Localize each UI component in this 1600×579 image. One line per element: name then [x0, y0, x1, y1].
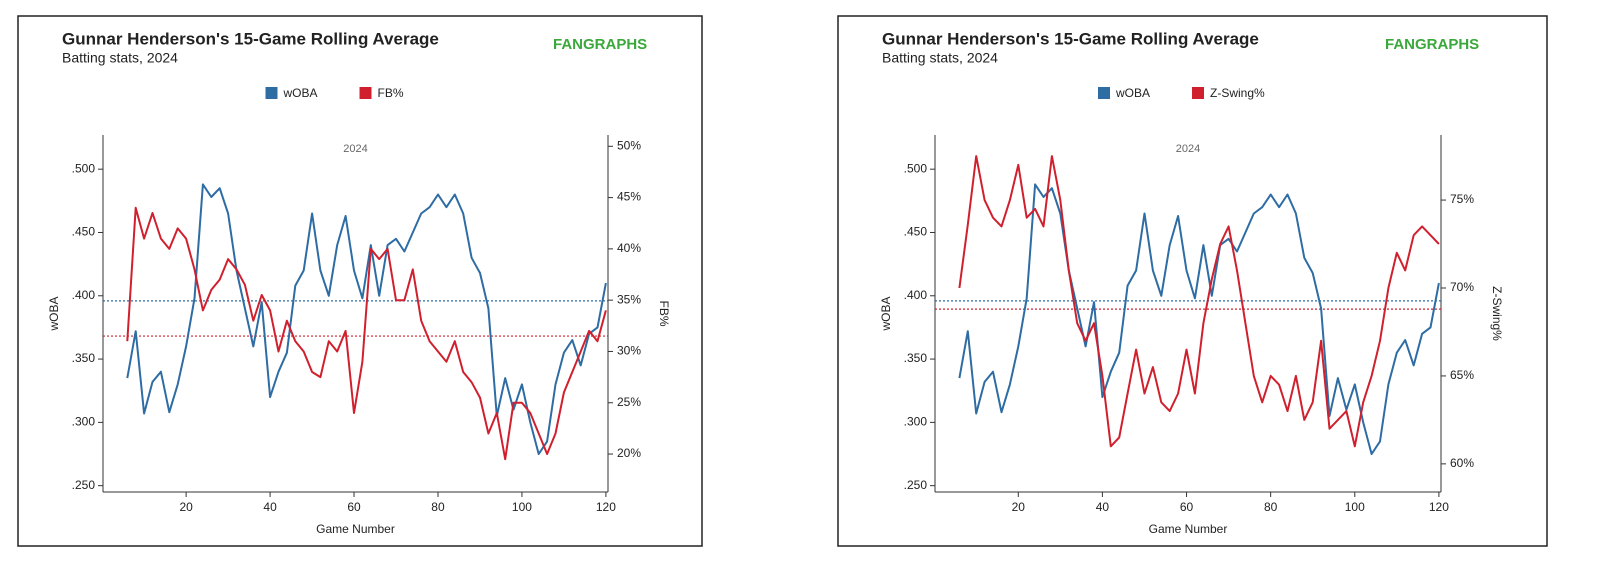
- x-axis-label: Game Number: [316, 522, 395, 536]
- y-tick-label: .500: [904, 161, 928, 175]
- y-axis-label: wOBA: [879, 296, 893, 331]
- legend-label: wOBA: [1115, 86, 1150, 100]
- chart-panel: Gunnar Henderson's 15-Game Rolling Avera…: [17, 15, 703, 547]
- series-line: [126, 183, 607, 455]
- logo: FANGRAPHS: [553, 36, 647, 53]
- y2-tick-label: 50%: [617, 138, 641, 152]
- y2-tick-label: 40%: [617, 241, 641, 255]
- x-tick-label: 60: [1180, 500, 1194, 514]
- y-tick-label: .350: [904, 351, 928, 365]
- y2-tick-label: 75%: [1450, 192, 1474, 206]
- y2-tick-label: 70%: [1450, 280, 1474, 294]
- legend-label: FB%: [378, 86, 404, 100]
- x-axis-label: Game Number: [1149, 522, 1228, 536]
- legend-swatch: [1098, 87, 1110, 99]
- chart-panel: Gunnar Henderson's 15-Game Rolling Avera…: [837, 15, 1548, 547]
- y-tick-label: .450: [904, 225, 928, 239]
- series-line: [958, 155, 1440, 448]
- legend-swatch: [359, 87, 372, 99]
- y2-tick-label: 25%: [617, 395, 641, 409]
- y-axis-label: wOBA: [47, 296, 61, 331]
- y2-axis-label: FB%: [657, 300, 671, 326]
- series-line: [126, 206, 607, 461]
- x-tick-label: 120: [1429, 500, 1449, 514]
- annotation: 2024: [343, 143, 367, 155]
- x-tick-label: 80: [1264, 500, 1278, 514]
- y2-tick-label: 35%: [617, 292, 641, 306]
- y2-tick-label: 60%: [1450, 456, 1474, 470]
- panel-border: [837, 15, 1548, 547]
- x-tick-label: 100: [1345, 500, 1365, 514]
- x-tick-label: 20: [1012, 500, 1026, 514]
- chart-title: Gunnar Henderson's 15-Game Rolling Avera…: [882, 29, 1259, 48]
- x-tick-label: 20: [179, 500, 193, 514]
- legend-swatch: [265, 87, 278, 99]
- y-tick-label: .400: [904, 288, 928, 302]
- x-tick-label: 80: [431, 500, 445, 514]
- x-tick-label: 120: [596, 500, 616, 514]
- y2-tick-label: 30%: [617, 344, 641, 358]
- panel-border: [17, 15, 703, 547]
- y-tick-label: .250: [72, 478, 96, 492]
- chart-subtitle: Batting stats, 2024: [882, 50, 998, 66]
- y-tick-label: .300: [904, 415, 928, 429]
- y2-axis-label: Z-Swing%: [1490, 286, 1504, 341]
- series-line: [958, 183, 1440, 455]
- y-tick-label: .350: [72, 351, 96, 365]
- y2-tick-label: 65%: [1450, 368, 1474, 382]
- y2-tick-label: 45%: [617, 190, 641, 204]
- legend-label: wOBA: [283, 86, 318, 100]
- x-tick-label: 40: [1096, 500, 1110, 514]
- chart-title: Gunnar Henderson's 15-Game Rolling Avera…: [62, 29, 439, 48]
- y-tick-label: .250: [904, 478, 928, 492]
- annotation: 2024: [1176, 143, 1200, 155]
- x-tick-label: 40: [263, 500, 277, 514]
- y-tick-label: .450: [72, 225, 96, 239]
- y-tick-label: .400: [72, 288, 96, 302]
- chart-subtitle: Batting stats, 2024: [62, 50, 178, 66]
- y-tick-label: .500: [72, 161, 96, 175]
- y2-tick-label: 20%: [617, 446, 641, 460]
- legend-label: Z-Swing%: [1210, 86, 1265, 100]
- logo: FANGRAPHS: [1385, 36, 1479, 53]
- legend-swatch: [1192, 87, 1205, 99]
- y-tick-label: .300: [72, 415, 96, 429]
- x-tick-label: 60: [347, 500, 361, 514]
- x-tick-label: 100: [512, 500, 532, 514]
